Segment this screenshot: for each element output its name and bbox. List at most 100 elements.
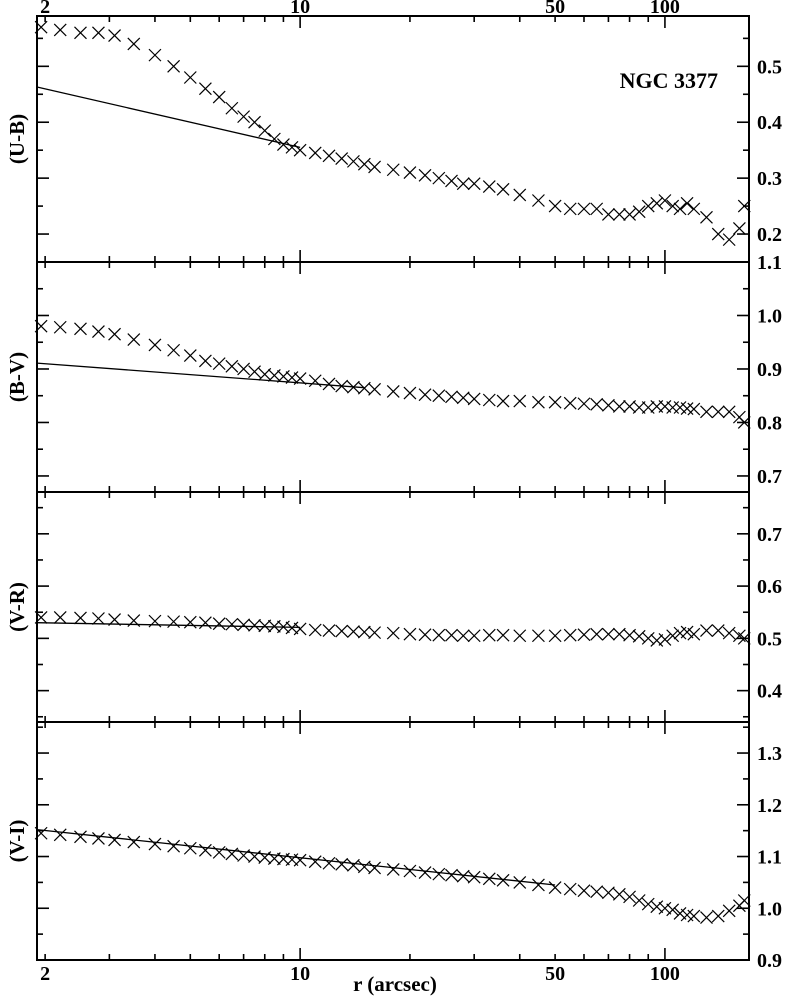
data-point: [183, 841, 197, 855]
data-point: [496, 628, 510, 642]
data-point: [167, 615, 181, 629]
top-x-axis: 2 10 50 100: [40, 0, 680, 18]
data-point: [322, 624, 336, 637]
y-tick-label: 0.6: [757, 576, 782, 598]
data-point: [386, 626, 400, 640]
x-bottom-tick-label: 100: [650, 963, 680, 985]
data-point: [53, 828, 67, 842]
data-point: [347, 858, 360, 872]
data-point: [680, 402, 694, 415]
data-point: [53, 320, 67, 334]
data-point: [467, 177, 481, 191]
data-point: [248, 115, 261, 129]
data-point: [632, 894, 646, 907]
y-tick-label: 1.0: [757, 305, 782, 327]
data-point: [673, 202, 687, 216]
data-point: [308, 623, 322, 637]
data-point: [368, 382, 382, 396]
data-point: [322, 377, 336, 391]
data-point: [601, 886, 615, 900]
data-point: [183, 615, 197, 629]
data-point: [666, 199, 680, 213]
data-point: [623, 890, 637, 904]
y-tick-label: 1.3: [757, 743, 782, 765]
data-point: [335, 857, 349, 871]
data-point: [212, 617, 226, 631]
data-point: [258, 619, 272, 633]
data-point: [456, 391, 470, 405]
data-point: [496, 182, 510, 196]
data-point: [548, 395, 562, 409]
x-axis-title: r (arcsec): [353, 972, 437, 996]
panel-3: 0.4 0.5 0.6 0.7 (V-R): [5, 491, 782, 723]
data-point: [666, 401, 680, 414]
data-point: [577, 884, 591, 898]
data-point: [293, 853, 307, 867]
data-point: [108, 613, 121, 626]
data-point: [74, 26, 87, 40]
data-point: [108, 833, 121, 847]
y-tick-label: 0.7: [757, 524, 782, 546]
data-point: [183, 71, 197, 84]
data-point: [658, 194, 672, 207]
data-point: [632, 205, 646, 219]
x-top-tick-label: 50: [545, 0, 565, 18]
data-point: [563, 628, 577, 642]
x-bottom-tick-label: 50: [545, 963, 565, 985]
data-point: [198, 354, 212, 368]
data-point: [248, 850, 261, 863]
y-tick-label: 0.9: [757, 359, 782, 381]
data-point: [513, 629, 527, 643]
data-point: [590, 397, 604, 411]
data-point: [293, 372, 307, 386]
data-point: [700, 911, 713, 924]
data-point: [386, 163, 400, 177]
data-point: [198, 82, 212, 96]
data-point: [513, 875, 527, 889]
data-point: [127, 333, 141, 346]
y-tick-label: 1.1: [757, 847, 782, 869]
data-point: [167, 59, 181, 73]
data-point: [456, 629, 470, 643]
data-point: [225, 847, 239, 861]
data-point: [456, 177, 470, 191]
data-point: [650, 196, 664, 210]
data-point: [418, 388, 432, 402]
data-point: [563, 396, 577, 410]
data-point: [467, 870, 481, 884]
data-point: [612, 627, 626, 641]
x-bottom-tick-label: 10: [290, 963, 310, 985]
data-point: [212, 357, 226, 371]
y-tick-label: 0.9: [757, 950, 782, 972]
x-top-tick-label: 10: [290, 0, 310, 18]
data-point: [183, 349, 197, 363]
data-point: [548, 199, 562, 213]
data-point: [658, 901, 672, 915]
data-point: [368, 861, 382, 875]
data-point: [548, 629, 562, 643]
data-point: [347, 380, 360, 394]
data-point: [432, 171, 446, 185]
data-point: [737, 199, 751, 213]
data-point: [53, 611, 67, 624]
data-point: [590, 202, 604, 216]
data-point: [650, 634, 664, 647]
data-point: [623, 208, 637, 221]
y-tick-label: 1.2: [757, 795, 782, 817]
data-point: [722, 904, 736, 918]
data-point: [722, 233, 736, 247]
data-point: [531, 878, 545, 892]
data-point: [285, 140, 299, 154]
data-point: [632, 629, 646, 643]
data-point: [687, 909, 701, 923]
data-point: [212, 90, 226, 104]
data-point: [445, 174, 458, 188]
data-point: [482, 393, 496, 407]
fit-line: [36, 828, 556, 886]
data-point: [285, 371, 299, 384]
y-tick-label: 1.1: [757, 252, 782, 274]
data-point: [531, 629, 545, 643]
data-point: [577, 202, 591, 216]
data-point: [198, 843, 212, 857]
